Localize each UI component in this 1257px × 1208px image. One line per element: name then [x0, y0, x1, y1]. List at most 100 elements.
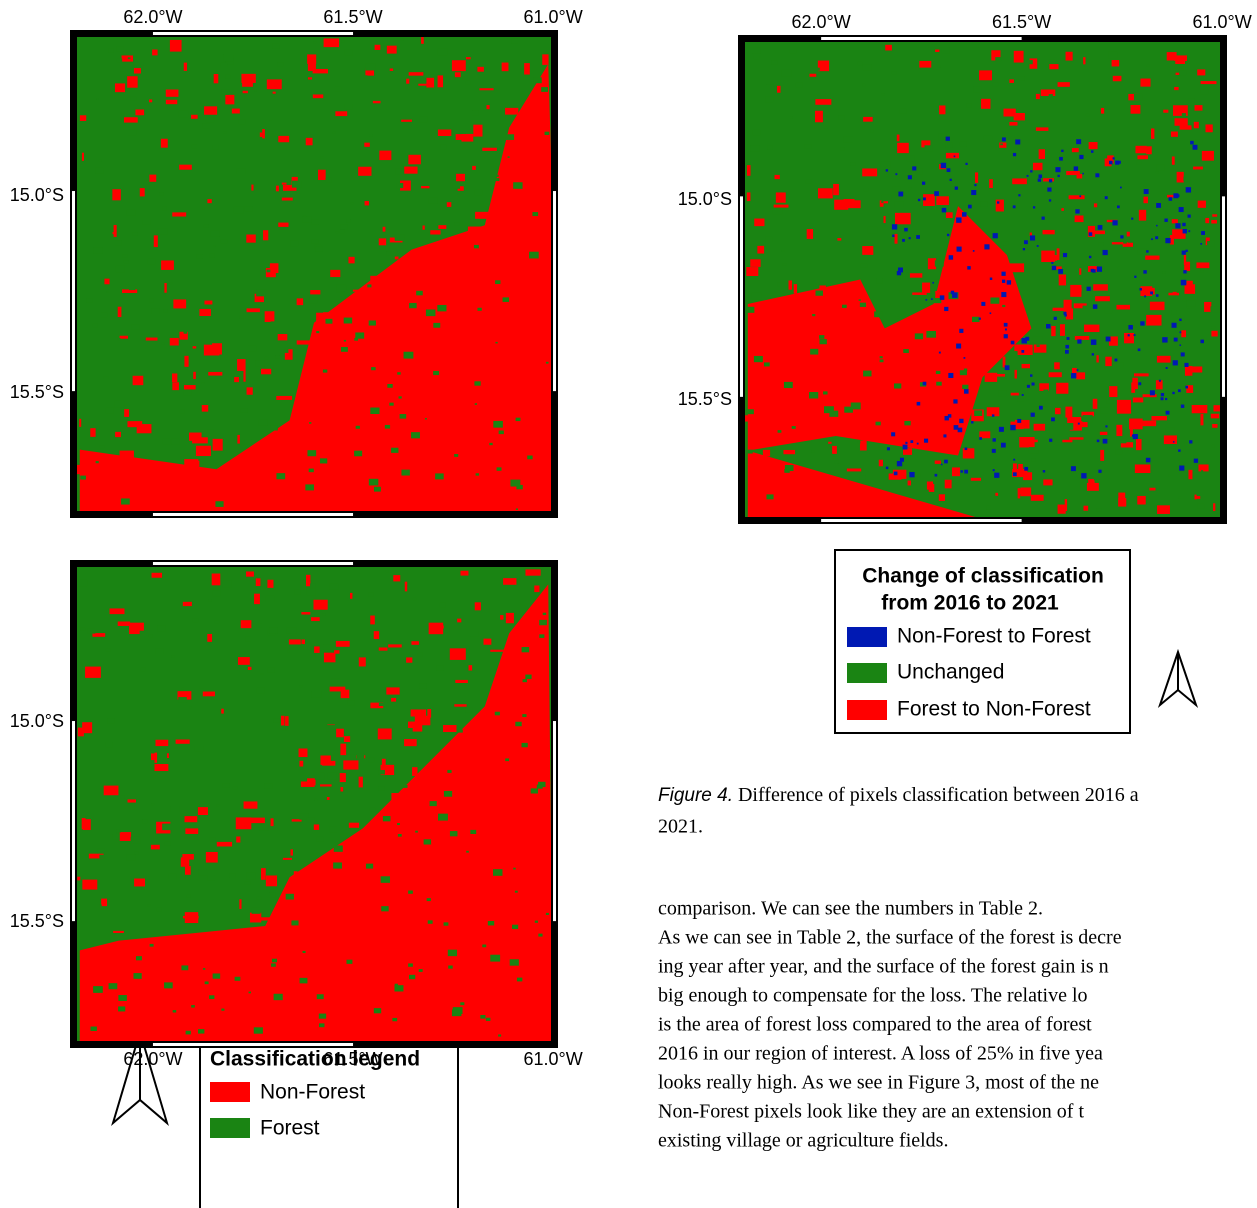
- frame-segment: [821, 519, 1021, 522]
- forest-patch: [747, 450, 752, 454]
- non-forest-patch: [375, 883, 388, 889]
- forest-patch: [1036, 325, 1041, 329]
- non-forest-patch: [542, 54, 548, 65]
- non-forest-patch: [885, 45, 892, 51]
- forest-patch: [1036, 345, 1039, 347]
- non-forest-patch: [1127, 232, 1130, 237]
- gain-patch: [1146, 250, 1148, 252]
- non-forest-patch: [236, 837, 240, 843]
- gain-patch: [1002, 137, 1006, 141]
- non-forest-patch: [315, 327, 327, 329]
- non-forest-patch: [531, 303, 537, 307]
- non-forest-patch: [390, 68, 393, 70]
- non-forest-patch: [387, 912, 391, 920]
- non-forest-patch: [1164, 435, 1177, 444]
- forest-patch: [450, 831, 458, 836]
- forest-patch: [475, 403, 477, 405]
- non-forest-patch: [480, 88, 494, 90]
- non-forest-patch: [910, 273, 922, 277]
- non-forest-patch: [272, 437, 276, 441]
- forest-patch: [325, 319, 332, 324]
- forest-patch: [809, 392, 818, 398]
- forest-patch: [202, 382, 205, 384]
- non-forest-patch: [244, 1010, 252, 1015]
- non-forest-patch: [359, 777, 363, 788]
- non-forest-patch: [1151, 128, 1154, 138]
- non-forest-patch: [77, 465, 82, 474]
- forest-patch: [517, 978, 522, 982]
- gain-patch: [931, 298, 933, 300]
- forest-patch: [984, 136, 992, 142]
- non-forest-patch: [936, 196, 949, 205]
- non-forest-patch: [1036, 127, 1049, 131]
- gain-patch: [1172, 392, 1174, 394]
- forest-patch: [379, 703, 384, 706]
- non-forest-patch: [336, 641, 350, 647]
- paragraph-line: is the area of forest loss compared to t…: [658, 1014, 1092, 1036]
- non-forest-patch: [421, 186, 429, 188]
- forest-patch: [773, 208, 783, 215]
- gain-patch: [1051, 417, 1055, 421]
- non-forest-patch: [411, 641, 418, 645]
- forest-patch: [128, 129, 136, 135]
- forest-patch: [881, 161, 891, 168]
- gain-patch: [908, 175, 912, 179]
- forest-patch: [482, 945, 486, 948]
- gain-patch: [994, 473, 999, 478]
- non-forest-patch: [833, 184, 839, 195]
- non-forest-patch: [473, 874, 480, 881]
- non-forest-patch: [1031, 495, 1044, 501]
- forest-patch: [460, 1002, 464, 1005]
- forest-patch: [960, 142, 967, 147]
- gain-patch: [1178, 449, 1180, 451]
- non-forest-patch: [459, 312, 468, 323]
- non-forest-patch: [514, 839, 524, 846]
- non-forest-patch: [320, 784, 332, 786]
- forest-patch: [1163, 205, 1170, 210]
- non-forest-patch: [1197, 69, 1205, 75]
- non-forest-patch: [475, 212, 488, 219]
- gain-patch: [1120, 235, 1123, 238]
- forest-patch: [1200, 335, 1203, 337]
- forest-patch: [366, 864, 373, 869]
- non-forest-patch: [183, 602, 192, 606]
- forest-patch: [493, 869, 502, 876]
- non-forest-patch: [176, 740, 190, 744]
- forest-patch: [897, 317, 899, 319]
- non-forest-patch: [1143, 197, 1147, 204]
- forest-patch: [850, 162, 855, 166]
- forest-patch: [416, 291, 423, 296]
- forest-patch: [477, 308, 481, 311]
- non-forest-patch: [1034, 345, 1047, 353]
- forest-patch: [1184, 476, 1188, 479]
- non-forest-patch: [979, 70, 992, 80]
- forest-patch: [326, 725, 336, 732]
- gain-patch: [990, 312, 992, 314]
- non-forest-patch: [306, 138, 313, 145]
- non-forest-patch: [255, 917, 271, 920]
- non-forest-patch: [278, 223, 288, 227]
- non-forest-patch: [127, 76, 137, 87]
- forest-patch: [204, 224, 209, 228]
- gain-patch: [909, 472, 914, 477]
- forest-patch: [398, 834, 402, 837]
- non-forest-patch: [833, 352, 842, 357]
- gain-patch: [964, 470, 968, 474]
- gain-patch: [971, 421, 973, 423]
- non-forest-patch: [285, 716, 289, 726]
- gain-patch: [1098, 470, 1101, 473]
- gain-patch: [1156, 203, 1161, 208]
- legend-item: Non-Forest to Forest: [897, 625, 1091, 648]
- forest-patch: [884, 203, 890, 207]
- non-forest-patch: [372, 853, 381, 858]
- forest-patch: [303, 951, 306, 953]
- forest-patch: [754, 56, 759, 60]
- non-forest-patch: [745, 415, 759, 421]
- non-forest-patch: [97, 972, 111, 980]
- forest-patch: [538, 934, 542, 937]
- forest-patch: [903, 272, 908, 276]
- non-forest-patch: [101, 899, 107, 907]
- forest-patch: [269, 627, 278, 633]
- page: Change of classification from 2016 to 20…: [0, 0, 1257, 1208]
- forest-patch: [510, 959, 519, 965]
